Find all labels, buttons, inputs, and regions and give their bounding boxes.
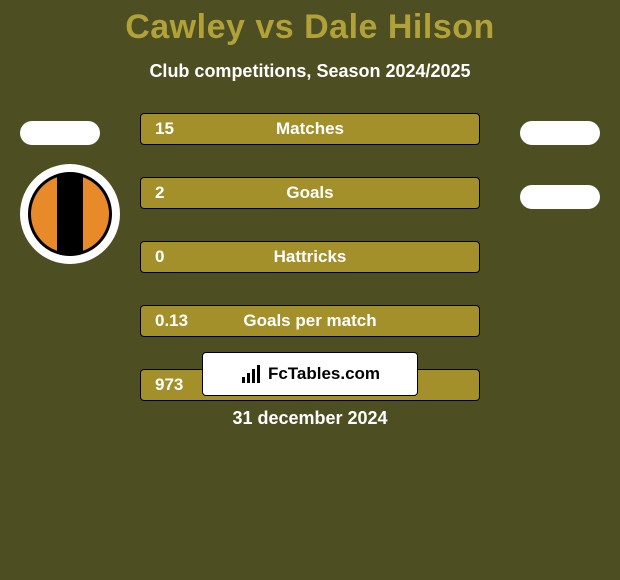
brand-box: FcTables.com [202,352,418,396]
player-left-placeholder [20,121,100,145]
player-right-placeholder [520,121,600,145]
bar-chart-icon [240,365,262,383]
stat-bar: 2 Goals [140,177,480,209]
stat-bar: 0.13 Goals per match [140,305,480,337]
stat-label: Hattricks [141,242,479,272]
stat-bar: 15 Matches [140,113,480,145]
player-right-placeholder [520,185,600,209]
page-title: Cawley vs Dale Hilson [0,0,620,47]
stat-row: 0 Hattricks [0,238,620,284]
stat-bar: 0 Hattricks [140,241,480,273]
date-text: 31 december 2024 [0,408,620,429]
stat-label: Goals per match [141,306,479,336]
subtitle: Club competitions, Season 2024/2025 [0,61,620,82]
stat-row: 2 Goals [0,174,620,220]
stat-row: 0.13 Goals per match [0,302,620,348]
brand-text: FcTables.com [268,364,380,384]
stat-row: 15 Matches [0,110,620,156]
stat-label: Matches [141,114,479,144]
stat-label: Goals [141,178,479,208]
